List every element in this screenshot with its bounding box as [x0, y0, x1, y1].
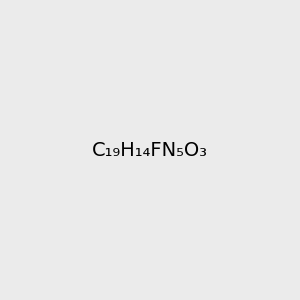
- Text: C₁₉H₁₄FN₅O₃: C₁₉H₁₄FN₅O₃: [92, 140, 208, 160]
